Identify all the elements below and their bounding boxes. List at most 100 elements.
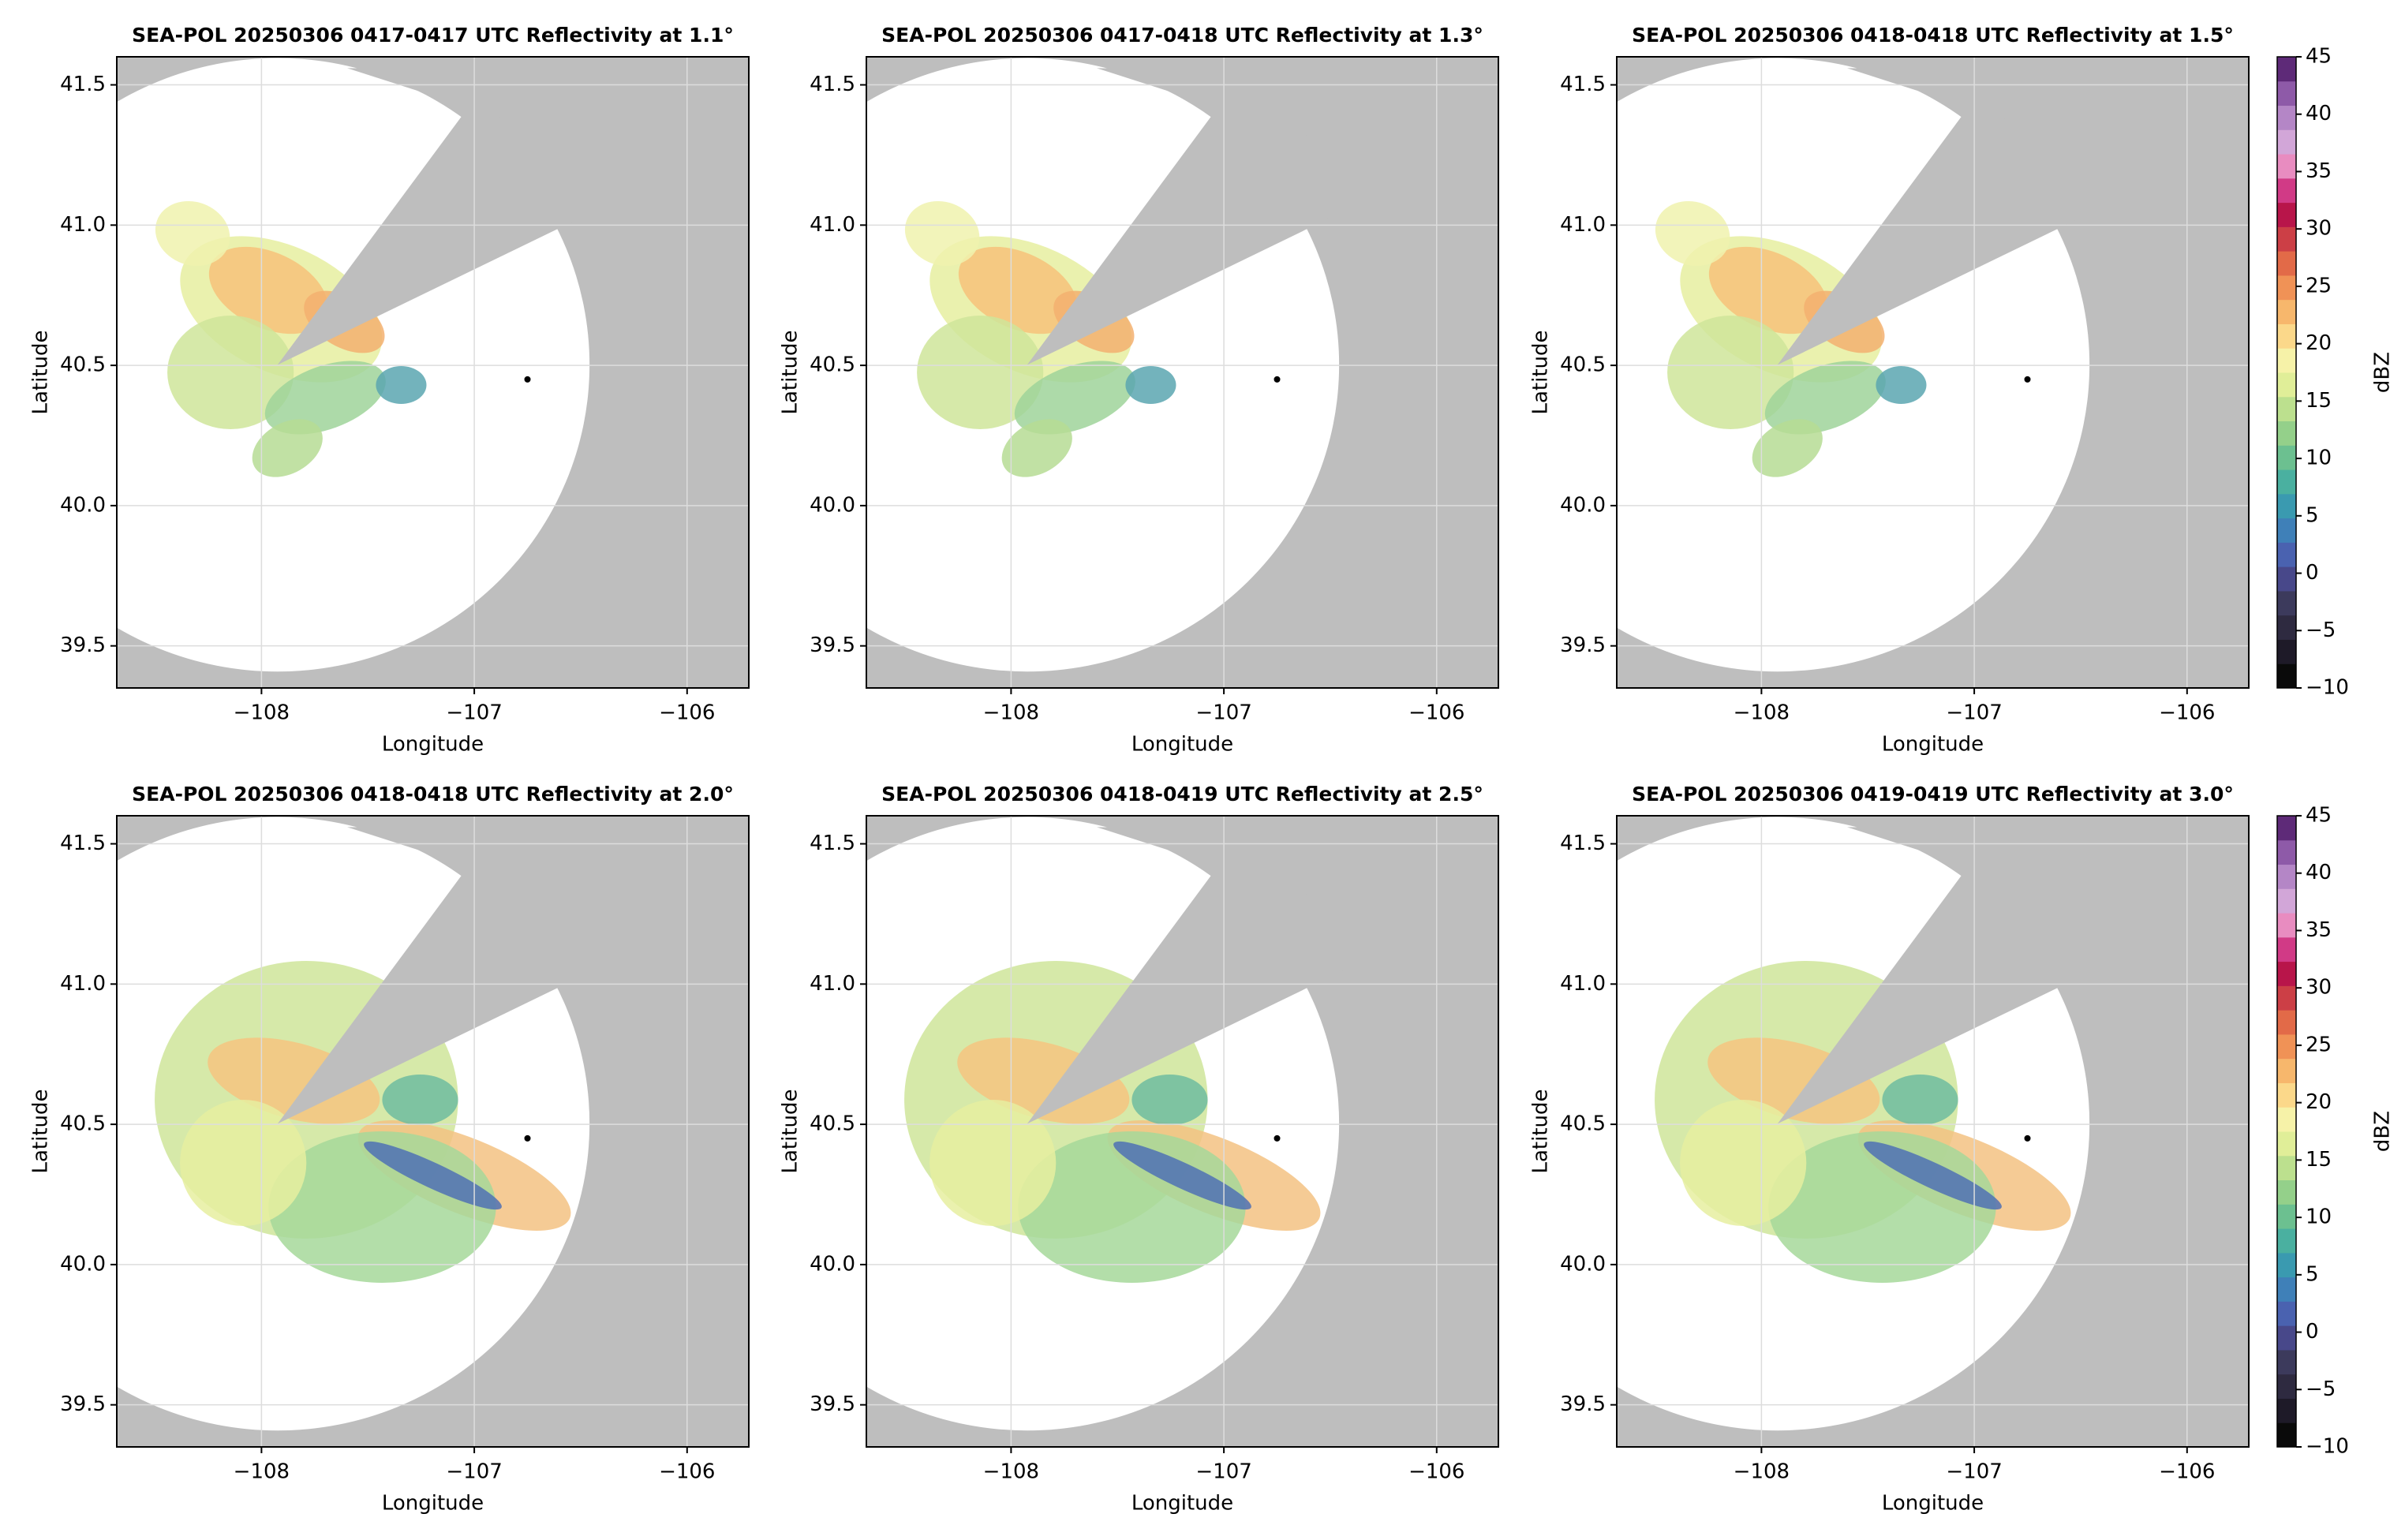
colorbar-bin xyxy=(2277,80,2296,107)
range xyxy=(117,57,749,688)
y-tick-label: 41.5 xyxy=(60,832,106,855)
colorbar-bin xyxy=(2277,1276,2296,1302)
colorbar-tick-label: 30 xyxy=(2306,976,2332,1000)
colorbar-bin xyxy=(2277,1058,2296,1083)
x-tick-label: −106 xyxy=(1408,701,1464,725)
colorbar-bin xyxy=(2277,348,2296,373)
colorbar-bin xyxy=(2277,1349,2296,1375)
blocked-sector xyxy=(1777,57,2217,365)
colorbar-bin xyxy=(2277,105,2296,130)
axes-frame xyxy=(866,815,1499,1448)
colorbar-bin xyxy=(2277,1422,2296,1448)
colorbar-bin xyxy=(2277,1325,2296,1351)
colorbar-bin xyxy=(2277,913,2296,938)
colorbar-bin xyxy=(2277,372,2296,398)
y-axis-label: Latitude xyxy=(1529,330,1553,414)
echo xyxy=(1752,419,1823,477)
y-axis-label: Latitude xyxy=(1529,1089,1553,1173)
range xyxy=(866,816,1498,1447)
y-tick-label: 40.0 xyxy=(60,1252,106,1276)
chart-title: SEA-POL 20250306 0418-0419 UTC Reflectiv… xyxy=(881,783,1483,806)
colorbar-bin xyxy=(2277,493,2296,519)
range xyxy=(866,57,1498,688)
y-tick-label: 41.5 xyxy=(60,73,106,96)
echo xyxy=(904,200,980,267)
colorbar-bin xyxy=(2277,299,2296,324)
colorbar-bin xyxy=(2277,816,2296,841)
echo xyxy=(1876,366,1927,404)
colorbar-tick-label: −10 xyxy=(2306,676,2349,700)
y-tick-label: 41.0 xyxy=(60,213,106,237)
y-tick-label: 39.5 xyxy=(810,1392,855,1416)
y-tick-label: 40.0 xyxy=(1560,1252,1606,1276)
echo xyxy=(917,316,1044,429)
x-tick-label: −108 xyxy=(1734,1460,1790,1484)
echo xyxy=(1708,246,1828,335)
y-tick-label: 40.0 xyxy=(60,493,106,517)
y-axis-label: Latitude xyxy=(779,1089,802,1173)
echo xyxy=(1680,1100,1807,1226)
echo xyxy=(376,366,427,404)
y-tick-label: 41.0 xyxy=(810,972,855,996)
x-axis-label: Longitude xyxy=(382,733,484,757)
colorbar-label: dBZ xyxy=(2371,1111,2395,1152)
y-tick-label: 39.5 xyxy=(60,1392,106,1416)
x-tick-label: −108 xyxy=(234,701,290,725)
x-tick-label: −106 xyxy=(659,1460,715,1484)
y-axis-label: Latitude xyxy=(779,330,802,414)
colorbar-bin xyxy=(2277,1179,2296,1205)
colorbar-label: dBZ xyxy=(2371,352,2395,393)
blocked-sector xyxy=(277,57,717,365)
y-axis-label: Latitude xyxy=(29,1089,53,1173)
range xyxy=(1617,816,2249,1447)
range xyxy=(117,816,749,1447)
x-tick-label: −108 xyxy=(983,701,1039,725)
x-tick-label: −106 xyxy=(1408,1460,1464,1484)
panel: −108 −107 −106 39.5 40.0 40.5 41.0 41.5 SEA-POL … xyxy=(29,24,750,757)
colorbar-bin xyxy=(2277,1107,2296,1132)
x-tick-label: −108 xyxy=(983,1460,1039,1484)
y-tick-label: 40.0 xyxy=(810,493,855,517)
site-marker xyxy=(524,376,531,383)
site-marker xyxy=(1274,1134,1281,1142)
y-tick-label: 41.0 xyxy=(1560,972,1606,996)
colorbar-bin xyxy=(2277,542,2296,567)
site-marker xyxy=(524,1134,531,1142)
colorbar-bin xyxy=(2277,202,2296,227)
colorbar-tick-label: 45 xyxy=(2306,804,2332,828)
chart-title: SEA-POL 20250306 0418-0418 UTC Reflectiv… xyxy=(1632,24,2234,47)
x-tick-label: −107 xyxy=(446,1460,502,1484)
colorbar-tick-label: −5 xyxy=(2306,619,2336,642)
blocked-sector xyxy=(1027,57,1467,365)
chart-title: SEA-POL 20250306 0418-0418 UTC Reflectiv… xyxy=(132,783,734,806)
colorbar-bin xyxy=(2277,1082,2296,1108)
x-tick-label: −108 xyxy=(1734,701,1790,725)
x-axis-label: Longitude xyxy=(382,1492,484,1516)
colorbar-bin xyxy=(2277,57,2296,82)
blocked-sector xyxy=(1027,816,1467,1124)
colorbar-frame xyxy=(2276,56,2297,689)
colorbar-tick-label: 10 xyxy=(2306,447,2332,470)
x-axis-label: Longitude xyxy=(1131,1492,1233,1516)
x-axis-label: Longitude xyxy=(1882,733,1984,757)
echo xyxy=(1131,1075,1208,1125)
echo xyxy=(1764,361,1886,435)
colorbar-bin xyxy=(2277,226,2296,252)
colorbar-bin xyxy=(2277,178,2296,204)
echo xyxy=(1882,1075,1958,1125)
colorbar-tick-label: 20 xyxy=(2306,331,2332,355)
colorbar-bin xyxy=(2277,396,2296,422)
y-tick-label: 41.0 xyxy=(810,213,855,237)
y-tick-label: 39.5 xyxy=(60,634,106,657)
colorbar-bin xyxy=(2277,663,2296,689)
colorbar-bin xyxy=(2277,1228,2296,1254)
colorbar-bin xyxy=(2277,888,2296,914)
colorbar-tick-label: 35 xyxy=(2306,918,2332,942)
y-tick-label: 40.5 xyxy=(810,353,855,377)
colorbar-bin xyxy=(2277,936,2296,962)
y-tick-label: 41.0 xyxy=(1560,213,1606,237)
x-tick-label: −107 xyxy=(1946,701,2002,725)
colorbar-tick-label: 5 xyxy=(2306,503,2319,527)
echo xyxy=(180,1100,307,1226)
colorbar-tick-label: 25 xyxy=(2306,274,2332,297)
